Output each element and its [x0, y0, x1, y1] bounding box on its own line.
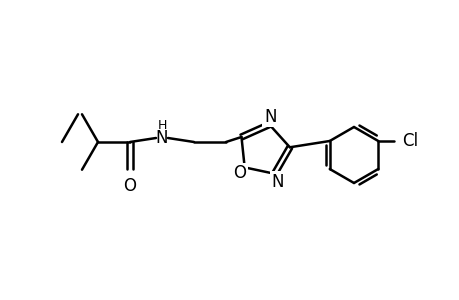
Text: Cl: Cl	[401, 132, 418, 150]
Text: N: N	[156, 129, 168, 147]
Text: H: H	[157, 119, 166, 132]
Text: N: N	[271, 173, 283, 191]
Text: O: O	[123, 177, 136, 195]
Text: O: O	[233, 164, 246, 182]
Text: N: N	[263, 108, 276, 126]
